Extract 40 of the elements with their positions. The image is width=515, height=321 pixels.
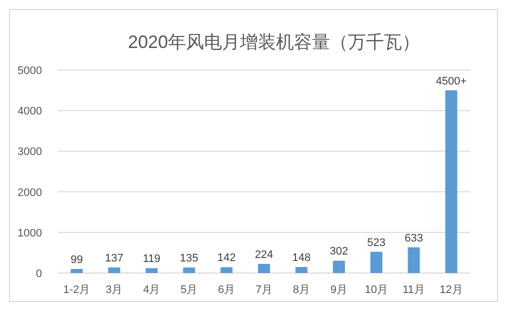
data-label: 523 bbox=[367, 236, 386, 249]
bar bbox=[70, 268, 83, 273]
x-tick-label: 3月 bbox=[106, 284, 123, 296]
x-tick-label: 10月 bbox=[364, 284, 388, 296]
data-label: 137 bbox=[105, 252, 124, 264]
data-label: 633 bbox=[404, 232, 423, 244]
x-tick-label: 8月 bbox=[292, 284, 310, 296]
bar bbox=[146, 268, 158, 273]
data-label: 302 bbox=[330, 246, 348, 258]
data-label: 142 bbox=[217, 252, 236, 264]
bar bbox=[108, 267, 120, 273]
x-tick-label: 9月 bbox=[330, 284, 348, 296]
bar bbox=[295, 266, 308, 273]
x-tick-label: 1-2月 bbox=[63, 284, 90, 296]
bar bbox=[258, 264, 270, 273]
y-tick-label: 4000 bbox=[18, 106, 42, 118]
y-tick-label: 3000 bbox=[18, 146, 42, 158]
bar bbox=[220, 267, 233, 273]
bar bbox=[370, 252, 382, 273]
x-tick-label: 12月 bbox=[440, 284, 463, 296]
bar bbox=[183, 268, 196, 273]
x-tick-label: 11月 bbox=[402, 284, 426, 296]
bar bbox=[332, 260, 345, 273]
y-tick-label: 1000 bbox=[18, 227, 42, 240]
bar bbox=[445, 90, 458, 273]
data-label: 4500+ bbox=[436, 75, 467, 88]
x-tick-label: 4月 bbox=[143, 284, 160, 296]
data-label: 135 bbox=[180, 252, 198, 265]
x-tick-label: 6月 bbox=[218, 284, 236, 296]
data-label: 119 bbox=[142, 253, 160, 266]
chart-title: 2020年风电月增装机容量（万千瓦） bbox=[128, 32, 420, 52]
data-label: 148 bbox=[292, 252, 311, 264]
y-tick-label: 2000 bbox=[18, 186, 42, 199]
x-tick-label: 5月 bbox=[180, 284, 198, 296]
x-tick-label: 7月 bbox=[255, 284, 273, 296]
data-label: 99 bbox=[70, 254, 83, 266]
y-tick-label: 5000 bbox=[18, 65, 42, 77]
bar bbox=[408, 247, 420, 273]
y-tick-label: 0 bbox=[36, 268, 42, 280]
data-label: 224 bbox=[254, 248, 274, 261]
